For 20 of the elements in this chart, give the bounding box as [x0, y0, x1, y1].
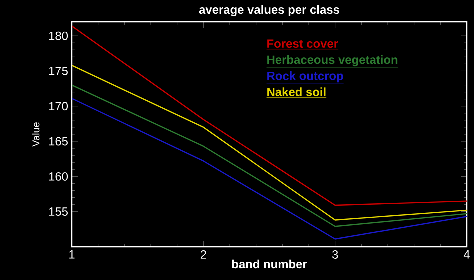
chart-title: average values per class: [199, 5, 340, 16]
text: Herbaceous vegetation: [268, 55, 398, 67]
y-tick-label: 165: [49, 137, 68, 146]
text: Rock outcrop: [268, 72, 344, 83]
y-tick-label: 175: [49, 67, 68, 76]
text: Naked soil: [268, 88, 326, 96]
x-tick-label: 2: [200, 250, 206, 259]
y-tick-label: 155: [49, 208, 68, 216]
line-series: [72, 98, 468, 240]
x-tick-label: 4: [464, 250, 470, 259]
y-axis-title: Value: [32, 122, 40, 147]
y-tick-label: 170: [49, 102, 68, 111]
line-series: [72, 84, 468, 228]
x-tick-label: 3: [332, 250, 338, 259]
x-axis-title: band number: [232, 260, 308, 269]
y-tick-label: 180: [49, 32, 68, 40]
y-tick-label: 160: [49, 172, 68, 181]
text: Forest cover: [268, 40, 338, 48]
line-series: [72, 26, 468, 206]
x-tick-label: 1: [70, 250, 75, 259]
